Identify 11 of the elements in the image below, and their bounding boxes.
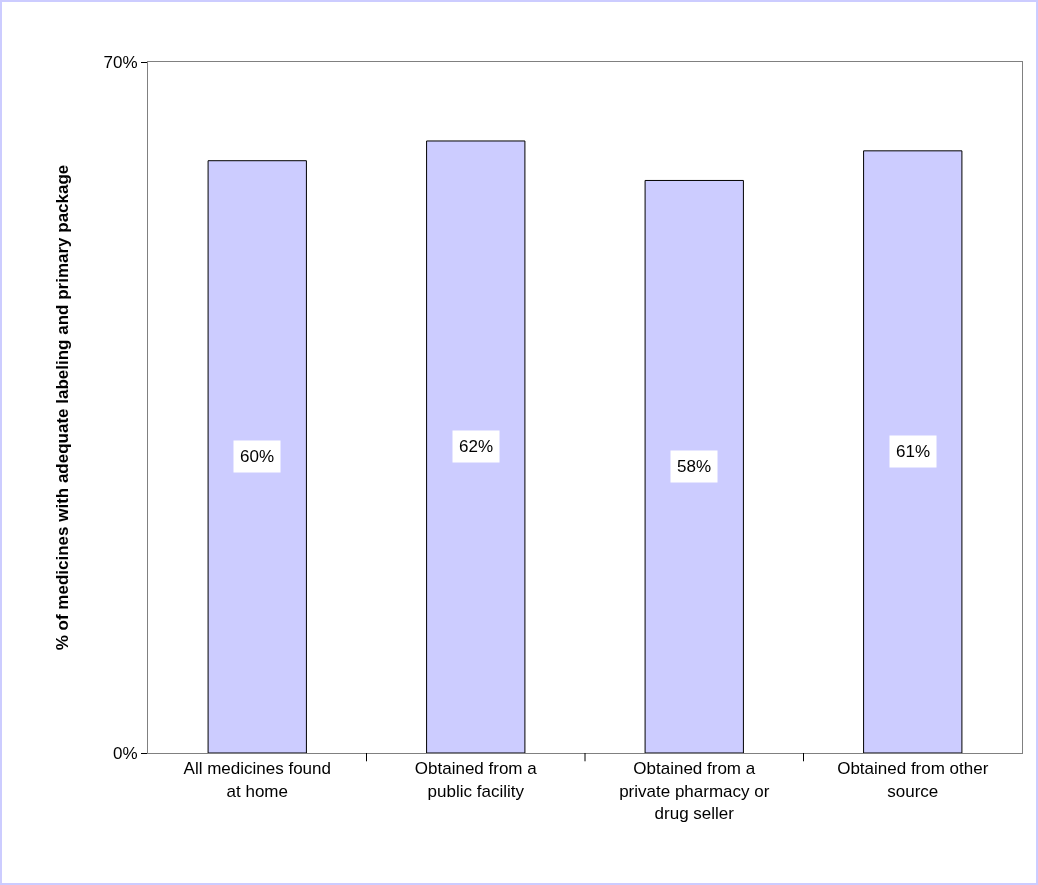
x-tick-label: Obtained from a public facility bbox=[414, 759, 538, 801]
data-label: 60% bbox=[240, 447, 275, 466]
data-label: 61% bbox=[896, 442, 931, 461]
x-tick-label: Obtained from other source bbox=[837, 759, 989, 801]
data-label: 58% bbox=[677, 457, 712, 476]
x-tick-label: Obtained from a private pharmacy or drug seller bbox=[619, 759, 770, 823]
y-tick-label: 70% bbox=[103, 52, 138, 72]
x-tick-label: All medicines found at home bbox=[183, 759, 331, 801]
y-axis-title: % of medicines with adequate labeling and primary package bbox=[53, 164, 73, 651]
data-label: 62% bbox=[459, 437, 494, 456]
y-tick-label: 0% bbox=[113, 743, 138, 763]
